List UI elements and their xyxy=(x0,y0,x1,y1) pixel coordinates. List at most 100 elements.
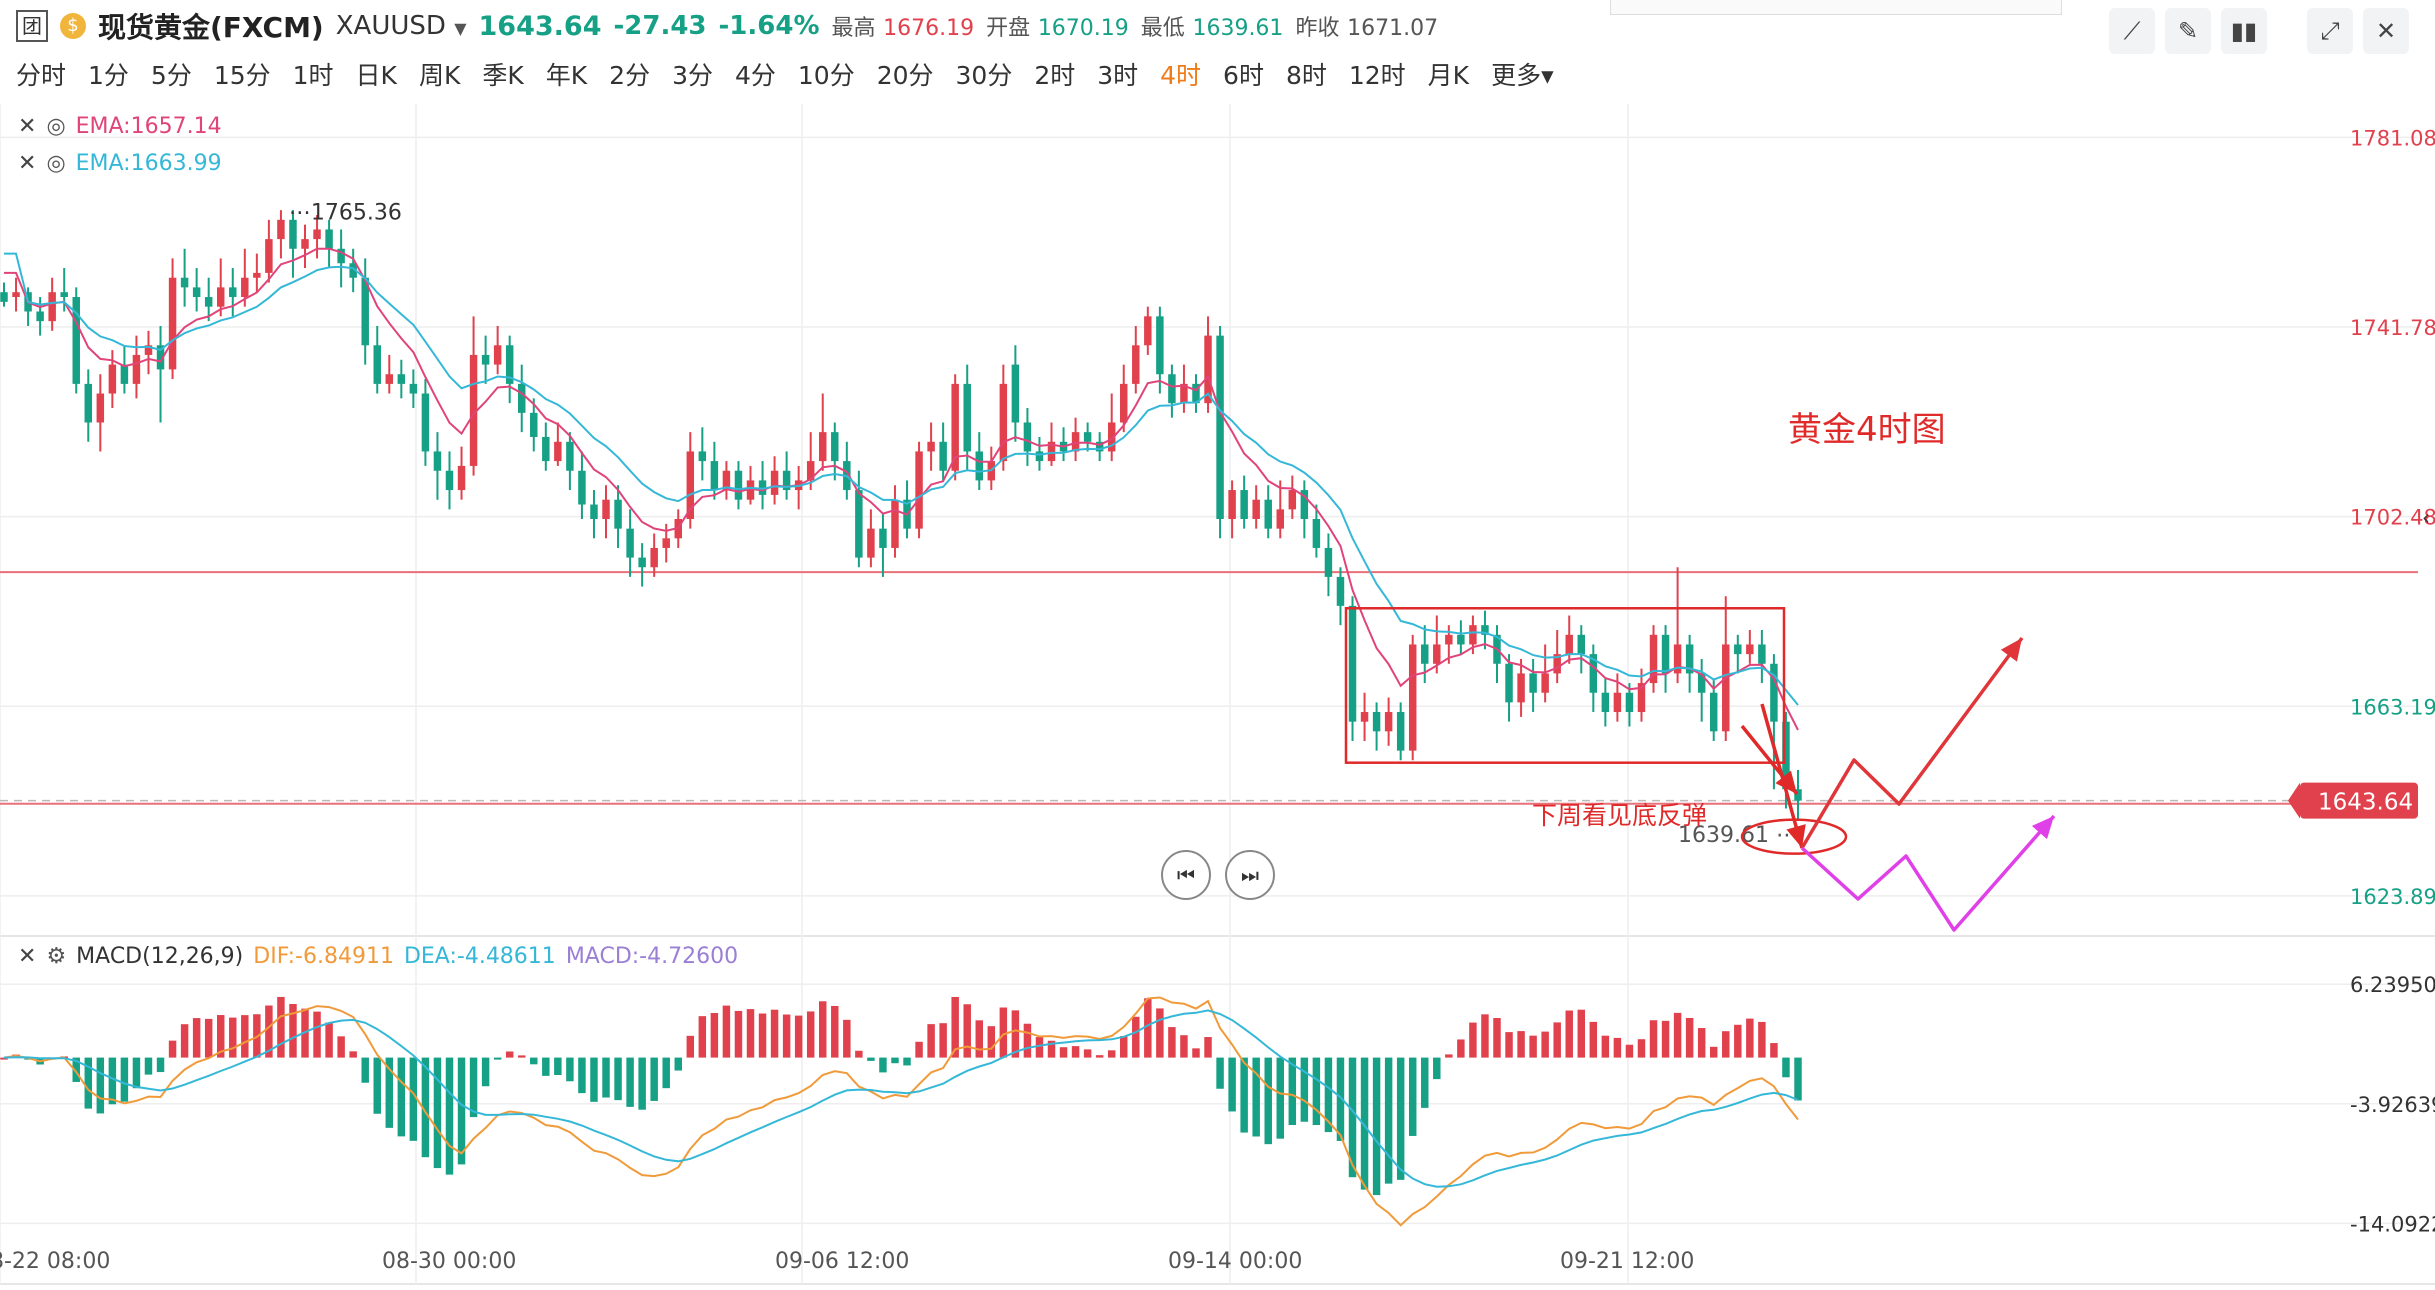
timeframe-tab[interactable]: 3时 xyxy=(1097,61,1139,90)
macd-legend: ✕ ⚙ MACD(12,26,9) DIF:-6.84911 DEA:-4.48… xyxy=(18,944,738,969)
timeframe-tab[interactable]: 12时 xyxy=(1348,61,1406,90)
candle-body xyxy=(216,287,225,307)
candle xyxy=(578,451,586,519)
settings-icon[interactable]: ◎ xyxy=(46,114,66,139)
timeframe-tab[interactable]: 15分 xyxy=(213,61,271,90)
candle-body xyxy=(445,470,454,491)
candle-body xyxy=(1746,644,1754,655)
timeframe-tab[interactable]: 10分 xyxy=(797,61,855,90)
macd-histogram-bar xyxy=(1192,1048,1200,1058)
close-icon[interactable]: ✕ xyxy=(18,114,37,139)
timeframe-tab[interactable]: 日K xyxy=(355,61,397,90)
candle xyxy=(1433,615,1441,674)
candle xyxy=(1336,567,1345,626)
candle-body xyxy=(1553,654,1561,674)
macd-histogram-bar xyxy=(1589,1021,1598,1058)
candle-body xyxy=(1240,490,1248,519)
macd-tick-label: 6.23950 xyxy=(2350,973,2435,997)
symbol-selector[interactable]: XAUUSD ▼ xyxy=(336,11,467,41)
candle-body xyxy=(385,374,394,384)
timeframe-tab[interactable]: 月K xyxy=(1427,61,1470,90)
candle-body xyxy=(457,465,466,491)
candle-body xyxy=(590,504,598,519)
drop-arrow-head xyxy=(1786,824,1806,848)
settings-icon[interactable]: ◎ xyxy=(46,151,66,176)
timeframe-tab[interactable]: 30分 xyxy=(955,61,1013,90)
timeframe-tab[interactable]: 4分 xyxy=(734,61,776,90)
candle xyxy=(361,258,369,365)
candle xyxy=(1228,480,1236,539)
timeframe-tab[interactable]: 1分 xyxy=(88,61,129,90)
timeframe-tab[interactable]: 3分 xyxy=(672,61,713,90)
timeframe-tab[interactable]: 8时 xyxy=(1285,61,1327,90)
candle-body xyxy=(1625,692,1634,713)
candle xyxy=(819,393,827,471)
candle-icon[interactable]: ▮▮ xyxy=(2221,8,2267,54)
chart-annotation-note: 下周看见底反弹 xyxy=(1532,801,1708,830)
timeframe-tab[interactable]: 周K xyxy=(418,61,461,90)
timeframe-tab[interactable]: 5分 xyxy=(150,61,192,90)
candle xyxy=(1132,325,1140,394)
candle-body xyxy=(1120,383,1128,423)
timeframe-tab[interactable]: 6时 xyxy=(1223,61,1264,90)
macd-histogram-bar xyxy=(1011,1010,1020,1058)
macd-histogram-bar xyxy=(951,996,959,1058)
candle xyxy=(1794,769,1802,821)
ema-fast-legend: ✕ ◎ EMA:1657.14 xyxy=(18,114,222,139)
close-icon[interactable]: ✕ xyxy=(18,944,37,969)
chart-canvas[interactable]: 1781.08 1741.78 1702.48 1663.19 1623.89 6.239… xyxy=(0,104,2435,1290)
close-icon[interactable]: ✕ xyxy=(2363,8,2409,54)
timeframe-tab[interactable]: 季K xyxy=(482,61,524,90)
candle-body xyxy=(517,383,526,413)
candle xyxy=(1505,654,1513,722)
candle xyxy=(289,210,297,278)
time-tick-label: 09-14 00:00 xyxy=(1168,1249,1302,1274)
price-change: -27.43 xyxy=(613,11,707,41)
candle xyxy=(963,364,971,471)
candle-body xyxy=(1433,644,1441,664)
candle xyxy=(385,354,394,394)
candle-body xyxy=(72,297,80,384)
timeframe-tab[interactable]: 4时 xyxy=(1160,61,1202,90)
candle-body xyxy=(156,345,165,370)
close-icon[interactable]: ✕ xyxy=(18,151,37,176)
timeframe-tab[interactable]: 2分 xyxy=(609,61,651,90)
candle-body xyxy=(1252,499,1260,519)
macd-histogram-bar xyxy=(794,1015,803,1058)
candle-body xyxy=(36,311,44,322)
candle-body xyxy=(1156,316,1164,375)
candle xyxy=(1396,702,1405,761)
prev-close-label: 昨收 xyxy=(1295,16,1340,41)
candle-body xyxy=(819,432,827,462)
candle-body xyxy=(1132,345,1140,384)
timeframe-tab[interactable]: 1时 xyxy=(292,61,334,90)
candle xyxy=(1457,620,1465,655)
candle-body xyxy=(289,219,297,249)
scroll-right-button[interactable]: ⏭ xyxy=(1225,850,1275,900)
candle xyxy=(301,224,309,269)
candle-body xyxy=(1457,634,1465,645)
macd-histogram-bar xyxy=(1204,1037,1212,1058)
gear-icon[interactable]: ⚙ xyxy=(46,944,67,969)
chart-line-icon[interactable]: ⟋ xyxy=(2109,8,2155,54)
candle-body xyxy=(493,345,502,365)
timeframe-tab[interactable]: 更多▾ xyxy=(1491,61,1554,90)
scroll-left-button[interactable]: ⏮ xyxy=(1161,850,1211,900)
candle-body xyxy=(1649,634,1658,684)
macd-histogram-bar xyxy=(867,1057,875,1061)
macd-histogram-bar xyxy=(614,1057,622,1101)
macd-histogram-bar xyxy=(96,1057,105,1114)
candle xyxy=(1758,629,1766,684)
candle xyxy=(1625,683,1634,727)
time-tick-label: 09-06 12:00 xyxy=(775,1249,909,1274)
macd-histogram-bar xyxy=(132,1057,141,1089)
candle-body xyxy=(1589,654,1598,693)
timeframe-tab[interactable]: 20分 xyxy=(876,61,934,90)
expand-icon[interactable]: ⤢ xyxy=(2307,8,2353,54)
macd-histogram-bar xyxy=(1264,1057,1272,1145)
timeframe-tab[interactable]: 2时 xyxy=(1034,61,1076,90)
pencil-icon[interactable]: ✎ xyxy=(2165,8,2211,54)
timeframe-tab[interactable]: 年K xyxy=(545,61,588,90)
timeframe-tab[interactable]: 分时 xyxy=(16,61,67,90)
candle-body xyxy=(782,470,791,491)
